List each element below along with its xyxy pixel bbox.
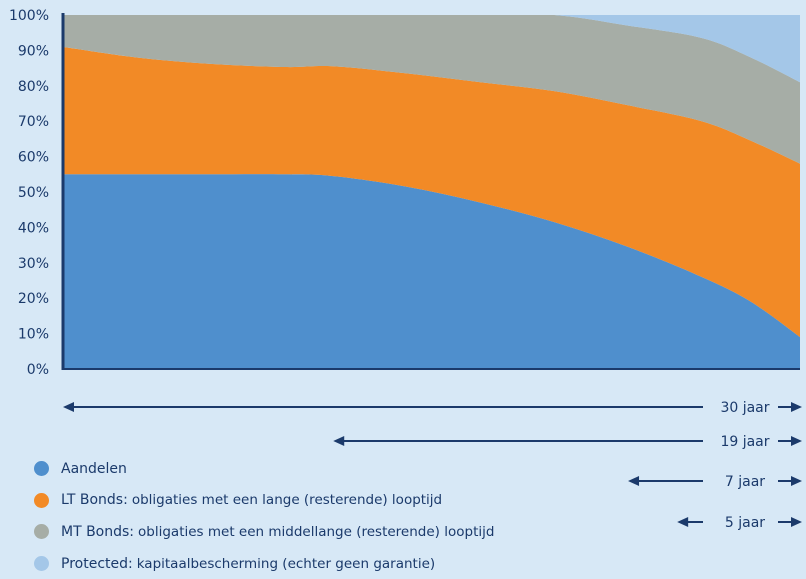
legend: Aandelen LT Bonds: obligaties met een la… (34, 453, 494, 579)
span-5-arrowhead-left (677, 517, 689, 527)
span-7-arrowhead-right (791, 476, 802, 486)
legend-name: LT Bonds: (61, 492, 128, 509)
y-tick-label: 90% (18, 43, 49, 59)
legend-name: Aandelen (61, 460, 127, 477)
y-tick-label: 20% (18, 291, 49, 307)
span-19-label: 19 jaar (720, 434, 769, 450)
legend-item-aandelen: Aandelen (34, 453, 494, 485)
legend-item-protected: Protected: kapitaalbescherming (echter g… (34, 548, 494, 579)
span-7-arrowhead-left (628, 476, 640, 486)
legend-swatch-aandelen (34, 461, 49, 477)
area-series-lt-bonds (63, 46, 800, 338)
legend-description: kapitaalbescherming (echter geen garanti… (136, 555, 436, 572)
span-5-arrowhead-right (791, 517, 802, 527)
y-tick-label: 100% (9, 8, 49, 24)
span-30-arrowhead-right (791, 402, 802, 412)
span-30-label: 30 jaar (720, 400, 769, 416)
legend-name: Protected: (61, 555, 133, 572)
area-series-protected (63, 15, 800, 83)
y-tick-label: 80% (18, 79, 49, 95)
span-19-arrowhead-left (333, 436, 345, 446)
area-series-mt-bonds (63, 15, 800, 164)
y-tick-label: 60% (18, 150, 49, 166)
area-series-aandelen (63, 174, 800, 369)
legend-description: obligaties met een lange (resterende) lo… (131, 492, 443, 509)
y-tick-label: 10% (18, 327, 49, 343)
span-19-arrowhead-right (791, 436, 802, 446)
y-tick-label: 30% (18, 256, 49, 272)
legend-description: obligaties met een middellange (resteren… (138, 523, 495, 540)
y-tick-label: 50% (18, 185, 49, 201)
legend-swatch-protected (34, 556, 49, 572)
y-tick-label: 70% (18, 114, 49, 130)
legend-swatch-mt-bonds (34, 524, 49, 540)
y-tick-label: 40% (18, 220, 49, 236)
y-tick-label: 0% (27, 362, 49, 378)
legend-item-lt-bonds: LT Bonds: obligaties met een lange (rest… (34, 485, 494, 517)
plot-area (63, 15, 800, 369)
legend-item-mt-bonds: MT Bonds: obligaties met een middellange… (34, 516, 494, 548)
span-30-arrowhead-left (63, 402, 74, 412)
span-7-label: 7 jaar (725, 474, 765, 490)
span-5-label: 5 jaar (725, 515, 765, 531)
legend-name: MT Bonds: (61, 523, 135, 540)
legend-swatch-lt-bonds (34, 492, 49, 508)
